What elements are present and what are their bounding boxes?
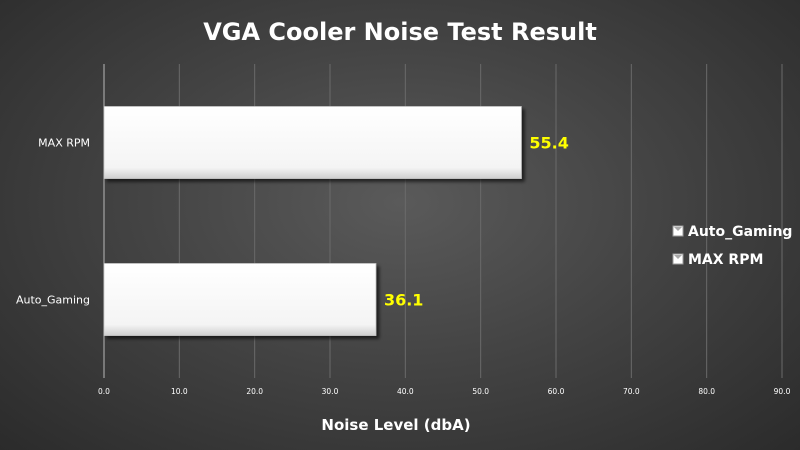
x-tick-label: 0.0	[98, 387, 110, 396]
category-labels: Auto_Gaming MAX RPM	[16, 137, 90, 307]
legend-swatch-shade	[674, 227, 682, 231]
legend: Auto_Gaming MAX RPM	[672, 224, 792, 268]
bar-max-rpm	[103, 106, 522, 179]
x-tick-label: 10.0	[171, 387, 188, 396]
x-tick-label: 20.0	[246, 387, 263, 396]
bar-auto-gaming	[103, 263, 377, 336]
legend-item: Auto_Gaming	[672, 224, 792, 240]
data-label: 36.1	[384, 291, 423, 310]
x-tick-label: 50.0	[472, 387, 489, 396]
legend-item: MAX RPM	[672, 252, 763, 268]
category-label: Auto_Gaming	[16, 294, 90, 307]
chart-title: VGA Cooler Noise Test Result	[203, 18, 597, 46]
x-tick-label: 60.0	[548, 387, 565, 396]
data-label: 55.4	[529, 134, 568, 153]
legend-label: MAX RPM	[688, 252, 763, 268]
x-tick-label: 90.0	[774, 387, 791, 396]
x-tick-labels: 0.0 10.0 20.0 30.0 40.0 50.0 60.0 70.0 80.0 90.0	[98, 387, 791, 396]
x-tick-label: 80.0	[698, 387, 715, 396]
x-tick-label: 70.0	[623, 387, 640, 396]
category-label: MAX RPM	[38, 137, 90, 150]
legend-swatch-shade	[674, 255, 682, 259]
bars	[103, 106, 522, 336]
legend-label: Auto_Gaming	[688, 224, 792, 240]
x-tick-label: 30.0	[322, 387, 339, 396]
x-tick-label: 40.0	[397, 387, 414, 396]
value-labels: 36.1 55.4	[384, 134, 569, 310]
x-axis-title: Noise Level (dbA)	[321, 416, 470, 434]
